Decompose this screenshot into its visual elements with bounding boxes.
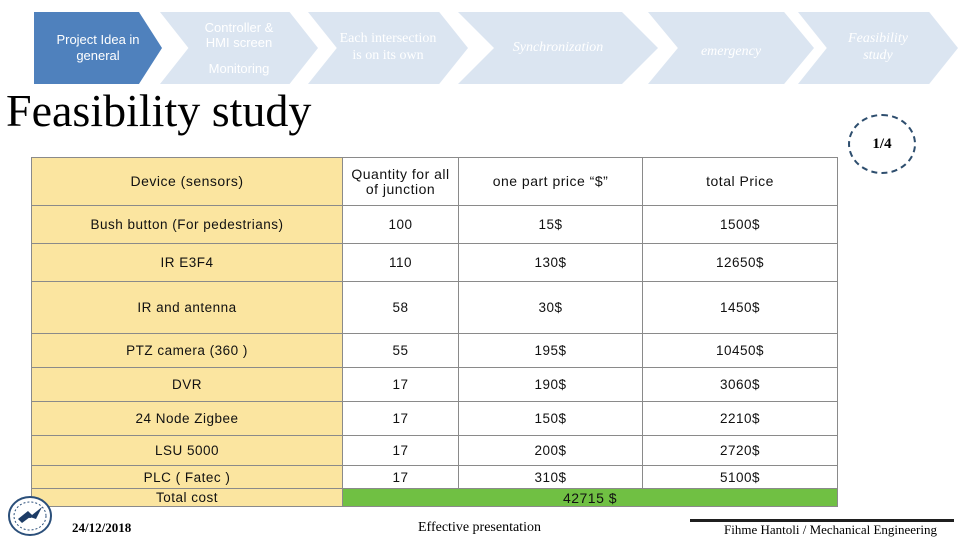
quantity-cell: 17: [342, 401, 459, 436]
table-row: IR and antenna 58 30$ 1450$: [31, 281, 838, 334]
total-price-cell: 2210$: [642, 401, 838, 436]
total-price-cell: 10450$: [642, 333, 838, 368]
nav-step-synchronization[interactable]: Synchronization: [458, 12, 658, 84]
quantity-cell: 58: [342, 281, 459, 334]
nav-step-label: Synchronization: [512, 39, 604, 55]
table-row: IR E3F4 110 130$ 12650$: [31, 243, 838, 282]
quantity-cell: 17: [342, 367, 459, 402]
unit-price-cell: 30$: [458, 281, 643, 334]
unit-price-cell: 200$: [458, 435, 643, 466]
table-row: DVR 17 190$ 3060$: [31, 367, 838, 402]
footer-author: Fihme Hantoli / Mechanical Engineering: [724, 522, 937, 537]
unit-price-cell: 190$: [458, 367, 643, 402]
total-price-cell: 1500$: [642, 205, 838, 244]
quantity-cell: 55: [342, 333, 459, 368]
nav-step-project-idea[interactable]: Project Idea in general: [34, 12, 162, 84]
device-cell: PLC ( Fatec ): [31, 465, 343, 489]
nav-step-label: emergency: [700, 43, 762, 59]
total-price-cell: 12650$: [642, 243, 838, 282]
nav-step-controller[interactable]: Controller & HMI screen Monitoring: [160, 12, 318, 84]
table-total-row: Total cost 42715 $: [31, 488, 838, 507]
device-cell: 24 Node Zigbee: [31, 401, 343, 436]
nav-step-label: Feasibility study: [848, 31, 908, 63]
device-cell: IR and antenna: [31, 281, 343, 334]
total-price-cell: 2720$: [642, 435, 838, 466]
header-quantity: Quantity for all of junction: [342, 157, 459, 206]
total-price-cell: 3060$: [642, 367, 838, 402]
total-price-cell: 5100$: [642, 465, 838, 489]
nav-step-intersection[interactable]: Each intersection is on its own: [308, 12, 468, 84]
device-cell: Bush button (For pedestrians): [31, 205, 343, 244]
unit-price-cell: 15$: [458, 205, 643, 244]
nav-step-feasibility[interactable]: Feasibility study: [798, 12, 958, 84]
header-total-price: total Price: [642, 157, 838, 206]
nav-step-label: Controller & HMI screen: [204, 19, 274, 51]
quantity-cell: 100: [342, 205, 459, 244]
footer-date: 24/12/2018: [72, 520, 132, 535]
footer-presentation-label: Effective presentation: [418, 520, 541, 535]
unit-price-cell: 195$: [458, 333, 643, 368]
header-device: Device (sensors): [31, 157, 343, 206]
unit-price-cell: 150$: [458, 401, 643, 436]
quantity-cell: 17: [342, 465, 459, 489]
nav-step-emergency[interactable]: emergency: [648, 12, 814, 84]
header-unit-price: one part price “$”: [458, 157, 643, 206]
table-header-row: Device (sensors) Quantity for all of jun…: [31, 157, 838, 206]
footer-divider: [690, 519, 954, 522]
unit-price-cell: 130$: [458, 243, 643, 282]
total-cost-value: 42715 $: [342, 488, 838, 507]
quantity-cell: 110: [342, 243, 459, 282]
page-badge: 1/4: [848, 114, 916, 174]
device-cell: LSU 5000: [31, 435, 343, 466]
unit-price-cell: 310$: [458, 465, 643, 489]
table-row: LSU 5000 17 200$ 2720$: [31, 435, 838, 466]
device-cell: PTZ camera (360 ): [31, 333, 343, 368]
device-cell: DVR: [31, 367, 343, 402]
page-title: Feasibility study: [6, 85, 312, 136]
total-cost-label: Total cost: [31, 488, 343, 507]
quantity-cell: 17: [342, 435, 459, 466]
table-row: Bush button (For pedestrians) 100 15$ 15…: [31, 205, 838, 244]
cost-table: Device (sensors) Quantity for all of jun…: [31, 157, 838, 507]
total-price-cell: 1450$: [642, 281, 838, 334]
table-row: 24 Node Zigbee 17 150$ 2210$: [31, 401, 838, 436]
nav-step-label: Each intersection is on its own: [339, 31, 437, 63]
table-row: PTZ camera (360 ) 55 195$ 10450$: [31, 333, 838, 368]
device-cell: IR E3F4: [31, 243, 343, 282]
nav-step-sublabel: Monitoring: [208, 60, 270, 76]
table-row: PLC ( Fatec ) 17 310$ 5100$: [31, 465, 838, 489]
university-logo-icon: [8, 496, 52, 536]
nav-step-label: Project Idea in general: [56, 32, 140, 63]
